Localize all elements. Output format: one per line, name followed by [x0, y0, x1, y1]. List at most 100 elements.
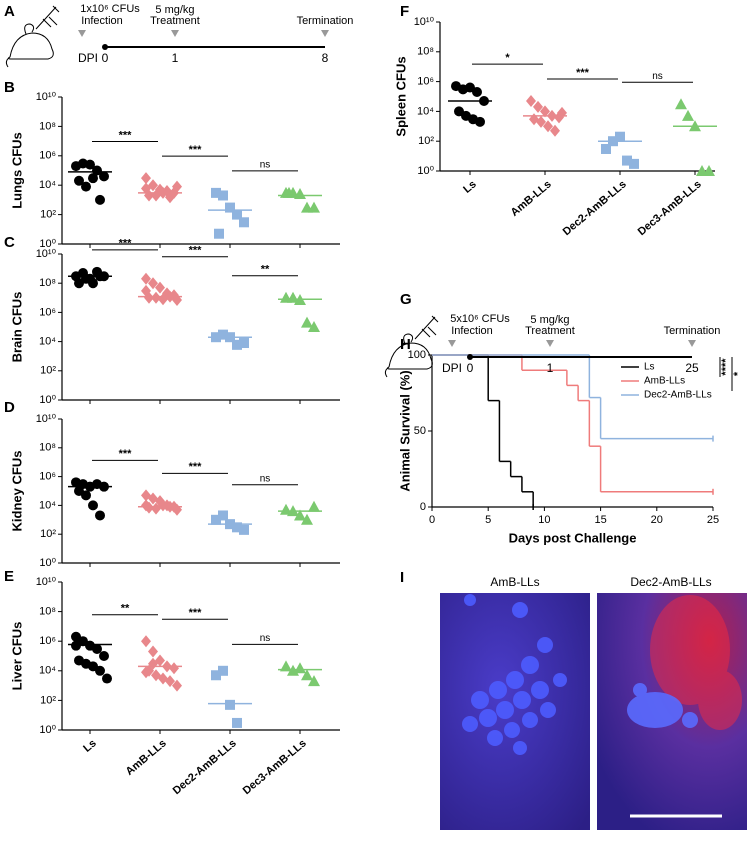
- data-point: [172, 679, 182, 692]
- data-point: [95, 665, 105, 676]
- x-tick-label: 25: [707, 514, 719, 526]
- x-tick-label: 10: [538, 514, 550, 526]
- data-point: [287, 291, 299, 303]
- y-axis-label: Animal Survival (%): [397, 370, 412, 491]
- syringe-icon: [35, 5, 60, 30]
- event-marker: [448, 340, 456, 347]
- inoculum-label: 1x10⁶ CFUs: [80, 3, 140, 15]
- data-point: [141, 182, 151, 195]
- data-point: [141, 284, 151, 297]
- data-point: [155, 281, 165, 294]
- y-tick-label: 10¹⁰: [36, 576, 57, 588]
- y-tick-label: 10²: [40, 694, 56, 706]
- panel-letter: I: [400, 569, 404, 586]
- data-point: [232, 339, 242, 350]
- data-point: [629, 158, 639, 169]
- data-point: [239, 217, 249, 228]
- y-tick-label: 10⁴: [417, 105, 434, 117]
- data-point: [533, 100, 543, 113]
- timeline-axis-label: DPI: [442, 361, 462, 375]
- data-point: [99, 651, 109, 661]
- y-tick-label: 10⁶: [39, 471, 56, 483]
- legend-label: Dec2-AmB-LLs: [644, 390, 712, 401]
- timeline-start: [467, 354, 473, 360]
- y-tick-label: 10⁶: [417, 76, 434, 88]
- y-tick-label: 10⁰: [39, 724, 56, 736]
- significance-label: ***: [189, 607, 203, 619]
- y-tick-label: 50: [414, 425, 426, 437]
- data-point: [169, 662, 179, 675]
- legend-label: AmB-LLs: [644, 376, 685, 387]
- x-tick-label: Dec3-AmB-LLs: [241, 737, 309, 797]
- data-point: [294, 509, 306, 521]
- y-tick-label: 10⁰: [39, 394, 56, 406]
- data-point: [148, 645, 158, 658]
- significance-label: **: [261, 264, 270, 276]
- infection-label: Infection: [81, 15, 123, 27]
- data-point: [615, 131, 625, 142]
- data-point: [675, 98, 687, 110]
- data-point: [232, 522, 242, 533]
- y-axis-label: Kidney CFUs: [9, 451, 24, 532]
- data-point: [141, 635, 151, 648]
- y-axis-label: Spleen CFUs: [393, 56, 408, 136]
- cell-cluster: [627, 683, 698, 728]
- data-point: [294, 188, 306, 200]
- y-tick-label: 10⁶: [39, 150, 56, 162]
- y-tick-label: 10⁸: [39, 277, 56, 289]
- data-point: [225, 699, 235, 710]
- data-point: [99, 171, 109, 182]
- data-point: [682, 109, 694, 121]
- y-tick-label: 10⁸: [39, 120, 56, 132]
- data-point: [301, 513, 313, 525]
- termination-label: Termination: [297, 15, 354, 27]
- data-point: [280, 503, 292, 515]
- y-tick-label: 10¹⁰: [36, 413, 57, 425]
- y-tick-label: 10⁰: [417, 165, 434, 177]
- significance-label: *: [505, 52, 510, 64]
- significance-label: ***: [576, 67, 590, 79]
- y-tick-label: 0: [420, 501, 426, 513]
- timeline-day: 8: [322, 51, 329, 65]
- mouse-icon: [5, 23, 54, 68]
- data-point: [225, 202, 235, 213]
- data-point: [211, 187, 221, 198]
- significance-label: ****: [720, 358, 732, 376]
- significance-label: ***: [119, 238, 133, 250]
- y-axis-label: Liver CFUs: [9, 622, 24, 691]
- panel-letter: D: [4, 399, 15, 416]
- y-axis-label: Lungs CFUs: [9, 132, 24, 209]
- data-point: [301, 669, 313, 681]
- data-point: [540, 105, 550, 118]
- micrograph-label: AmB-LLs: [490, 575, 539, 589]
- data-point: [81, 490, 91, 501]
- data-point: [151, 291, 161, 304]
- micrographs: [440, 593, 747, 830]
- y-tick-label: 10⁰: [39, 238, 56, 250]
- data-point: [85, 159, 95, 170]
- y-tick-label: 10²: [40, 365, 56, 377]
- data-point: [280, 660, 292, 672]
- data-point: [218, 510, 228, 521]
- data-point: [218, 665, 228, 676]
- data-point: [92, 643, 102, 654]
- y-tick-label: 10⁴: [39, 665, 56, 677]
- data-point: [95, 194, 105, 205]
- y-axis-label: Brain CFUs: [9, 292, 24, 363]
- significance-label: ns: [260, 633, 271, 644]
- data-point: [95, 510, 105, 521]
- data-point: [239, 524, 249, 535]
- significance-label: ns: [260, 160, 271, 171]
- data-point: [239, 338, 249, 349]
- panel-letter: C: [4, 234, 15, 251]
- x-axis-label: Days post Challenge: [509, 530, 637, 545]
- data-point: [102, 673, 112, 684]
- data-point: [88, 500, 98, 511]
- x-tick-label: Ls: [81, 737, 99, 754]
- inoculum-label: 5x10⁶ CFUs: [450, 313, 510, 325]
- panel-letter: G: [400, 291, 412, 308]
- y-tick-label: 10²: [40, 209, 56, 221]
- data-point: [148, 277, 158, 290]
- infection-label: Infection: [451, 325, 493, 337]
- y-tick-label: 10¹⁰: [36, 91, 57, 103]
